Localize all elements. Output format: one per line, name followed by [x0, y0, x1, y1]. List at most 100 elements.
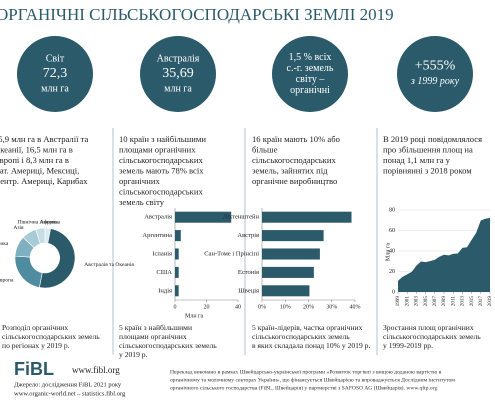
x-tick-label: 0 [174, 304, 177, 310]
fact-text: понад 1,1 млн га у [383, 155, 451, 165]
fact-text: сільськогосподарських [119, 186, 203, 196]
fact-text: про збільшення площ на [383, 144, 473, 154]
stat-text: з 1999 року [410, 76, 460, 87]
x-tick-label: 2007 [432, 296, 438, 307]
category-label: США [156, 269, 172, 276]
x-tick-label: 2017 [478, 296, 484, 307]
x-tick-label: 2003 [414, 296, 420, 307]
y-tick-label: 80 [389, 207, 395, 213]
fact-text: площами органічних [119, 144, 196, 154]
fact-text: земель світу [119, 197, 165, 207]
fact-text: більше [252, 144, 278, 154]
pie-label: Австралія та Океанія [84, 262, 134, 268]
fact-text: земель, зайнятих під [252, 165, 328, 175]
stat-circle [397, 36, 473, 112]
caption-text: Зростання площ органічних [383, 323, 474, 332]
x-tick-label: 2011 [450, 296, 456, 307]
category-label: Іспанія [152, 250, 172, 257]
category-label: Індія [158, 287, 172, 294]
pie-label: Європа [0, 277, 14, 283]
stat-text: світу – [296, 74, 326, 85]
y-tick-label: 40 [389, 248, 395, 254]
bar [175, 211, 232, 223]
stat-text: 35,69 [162, 66, 194, 81]
fact-text: 16 країн мають 10% або [252, 134, 340, 144]
caption-text: у 2019 р. [119, 350, 148, 359]
bar [262, 285, 310, 297]
pie-label: Азія [13, 225, 24, 231]
caption-text: по регіонах у 2019 р. [2, 341, 70, 350]
caption-text: сільськогосподарських земель [252, 332, 350, 341]
stat-text: млн га [164, 83, 192, 94]
x-tick-label: 20% [303, 304, 314, 310]
y-axis-label: Млн га [385, 243, 391, 262]
fact-text: сільськогосподарських [119, 155, 203, 165]
caption-text: 5 країн-лідерів, частка органічних [252, 323, 363, 332]
caption-text: площами органічних [119, 332, 187, 341]
fact-text: Лат. Америці, Мексиці, [0, 165, 79, 175]
title: ОРГАНІЧНІ СІЛЬСЬКОГОСПОДАРСЬКІ ЗЕМЛІ 201… [0, 5, 394, 24]
area [398, 217, 490, 292]
stat-text: 72,3 [43, 66, 68, 81]
x-tick-label: 2019 [487, 296, 493, 307]
fact-text: 35,9 млн га в Австралії та [0, 134, 89, 144]
x-tick-label: 40 [235, 304, 241, 310]
stat-text: млн га [41, 83, 69, 94]
x-tick-label: 2009 [441, 296, 447, 307]
category-label: Аргентина [142, 232, 172, 239]
footer-source: Джерело: дослідження FiBL 2021 року [14, 381, 122, 388]
fact-text: сільськогосподарських [252, 155, 336, 165]
category-label: Ліхтенштейн [223, 214, 260, 221]
category-label: Австралія [144, 214, 172, 221]
footer-note: Переклад виконано в рамках Швейцарсько-у… [170, 368, 442, 375]
stat-text: с.-г. земель [287, 63, 334, 74]
x-tick-label: 40% [350, 304, 361, 310]
x-tick-label: 10% [280, 304, 291, 310]
stat-text: Світ [46, 53, 65, 64]
category-label: Австрія [237, 232, 259, 239]
caption-text: сільськогосподарських земель [2, 332, 100, 341]
caption-text: 5 країн з найбільшими [119, 323, 192, 332]
pie-label: Африка [40, 218, 59, 225]
fact-text: Центр. Америці, Карибах [0, 176, 88, 186]
fact-text: органічне виробництво [252, 176, 337, 186]
fact-text: порівнянні з 2018 роком [383, 165, 472, 175]
x-tick-label: 2001 [404, 296, 410, 307]
fact-text: Океанії, 16,5 млн га в [0, 144, 73, 154]
caption-text: в яких складала понад 10% у 2019 р. [252, 341, 370, 350]
x-axis-label: Млн га [185, 313, 204, 319]
y-tick-label: 0 [392, 289, 395, 295]
bar [175, 266, 179, 278]
bar [175, 230, 181, 242]
x-tick-label: 30% [326, 304, 337, 310]
bar [262, 266, 314, 278]
caption-text: сільськогосподарських земель [383, 332, 481, 341]
stat-circle [17, 36, 93, 112]
pie-label: Латинська Америка [0, 241, 9, 247]
pie-label: Північна Америка [17, 220, 60, 226]
stat-text: +555% [415, 59, 456, 74]
logo: FiBL [14, 359, 54, 379]
fact-text: 10 країн з найбільшими [119, 134, 206, 144]
x-tick-label: 2013 [460, 296, 466, 307]
y-tick-label: 60 [389, 228, 395, 234]
bar [262, 248, 320, 260]
footer-note: органічного сільського господарства (FiB… [170, 384, 437, 391]
fact-text: В 2019 році повідомлялося [383, 134, 482, 144]
stat-text: органічні [290, 85, 330, 96]
stat-circle [272, 36, 348, 112]
fact-text: органічних [119, 176, 160, 186]
fact-text: земель мають 78% всіх [119, 165, 204, 175]
x-tick-label: 0% [258, 304, 266, 310]
category-label: Естонія [238, 269, 259, 276]
y-tick-label: 20 [389, 269, 395, 275]
bar [175, 285, 179, 297]
x-tick-label: 2015 [469, 296, 475, 307]
footer-url: www.fibl.org [72, 365, 120, 375]
stat-text: Австралія [157, 53, 200, 64]
caption-text: у 1999-2019 рр. [383, 341, 433, 350]
bar [262, 230, 324, 242]
footer-note: органічному та молочному секторах Україн… [170, 376, 455, 383]
x-tick-label: 2005 [423, 296, 429, 307]
